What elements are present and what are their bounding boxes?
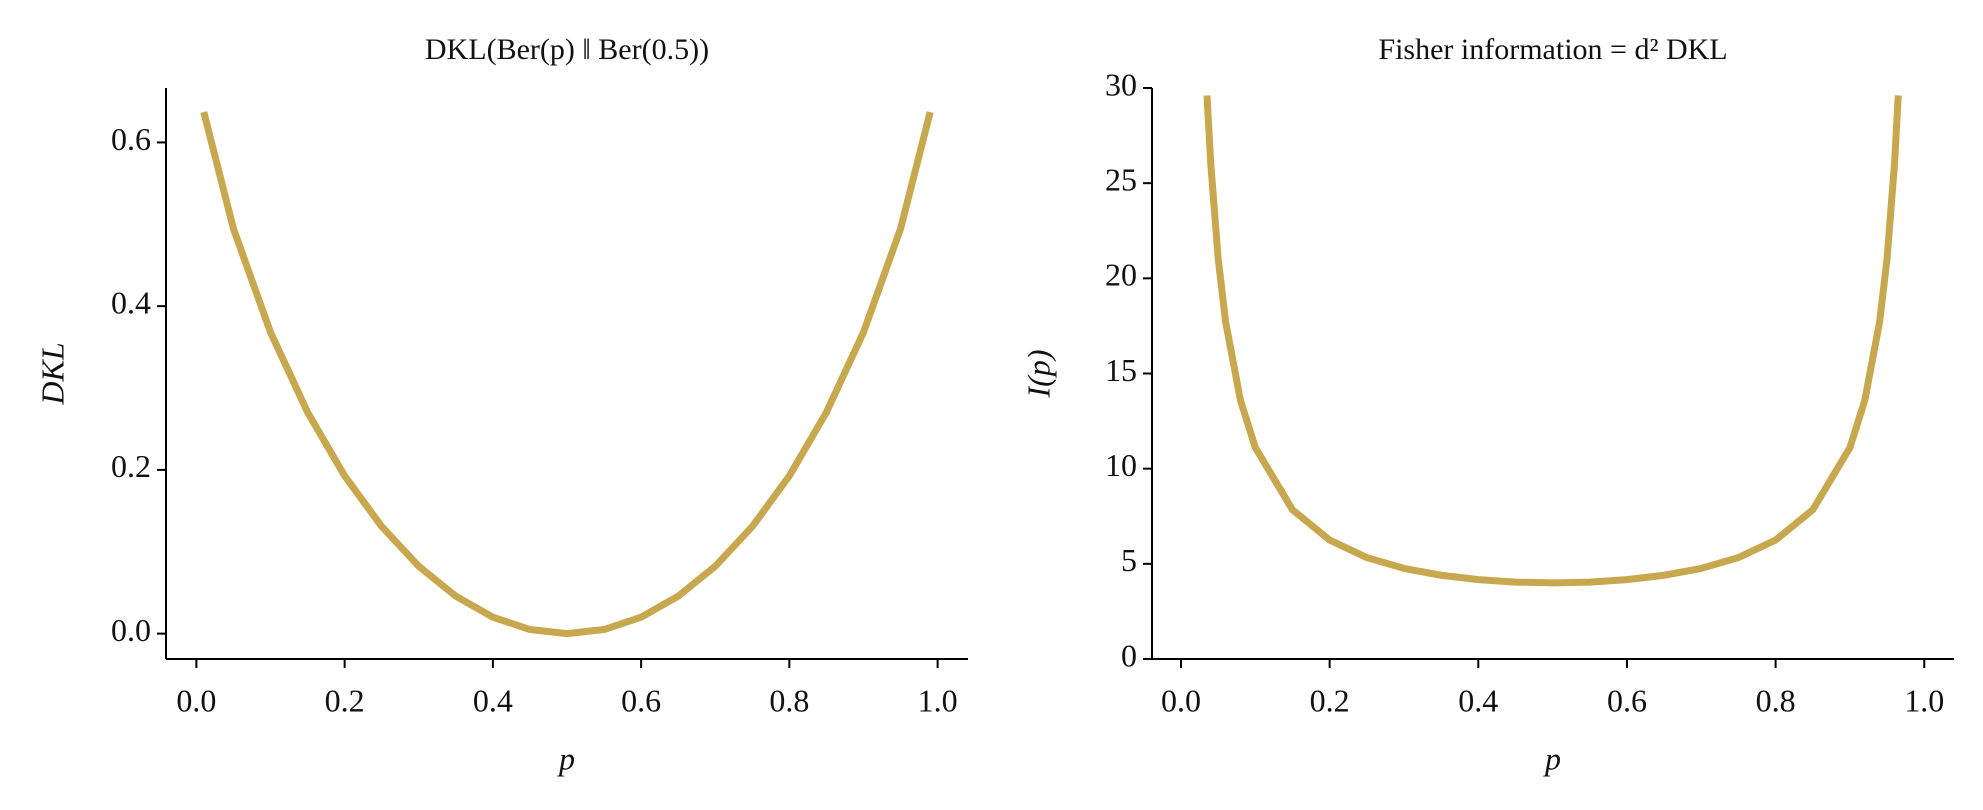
x-tick-label: 0.8 [769, 682, 809, 718]
x-tick-label: 0.4 [473, 682, 513, 718]
x-tick-label: 1.0 [918, 682, 958, 718]
y-tick-label: 0.2 [111, 448, 151, 484]
chart-title: DKL(Ber(p) ‖ Ber(0.5)) [425, 33, 709, 66]
y-tick-label: 0.6 [111, 121, 151, 157]
x-axis-label: p [1543, 740, 1561, 776]
x-tick-label: 0.0 [176, 682, 216, 718]
x-tick-label: 0.2 [1310, 682, 1350, 718]
y-axis-label: I(p) [1020, 350, 1056, 399]
y-axis-label: DKL [34, 342, 70, 405]
y-tick-label: 0 [1121, 637, 1137, 673]
y-tick-label: 5 [1121, 542, 1137, 578]
y-tick-label: 20 [1105, 257, 1137, 293]
y-tick-label: 0.0 [111, 612, 151, 648]
x-tick-label: 0.6 [1607, 682, 1647, 718]
x-tick-label: 0.4 [1458, 682, 1498, 718]
y-tick-label: 30 [1105, 66, 1137, 102]
x-tick-label: 0.0 [1161, 682, 1201, 718]
y-tick-label: 0.4 [111, 285, 151, 321]
y-tick-label: 15 [1105, 352, 1137, 388]
x-tick-label: 1.0 [1904, 682, 1944, 718]
line [1203, 95, 1902, 587]
x-tick-label: 0.6 [621, 682, 661, 718]
chart-title: Fisher information = d² DKL [1378, 33, 1727, 66]
x-tick-label: 0.8 [1756, 682, 1796, 718]
y-tick-label: 25 [1105, 162, 1137, 198]
x-axis-label: p [557, 740, 575, 776]
line [200, 111, 934, 638]
x-tick-label: 0.2 [325, 682, 365, 718]
y-tick-label: 10 [1105, 447, 1137, 483]
